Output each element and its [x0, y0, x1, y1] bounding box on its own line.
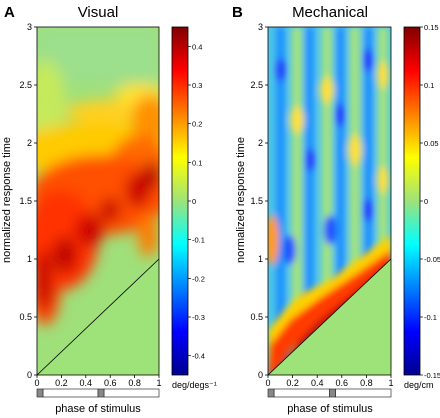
x-tick-label: 0.2	[286, 378, 299, 388]
x-tick-label: 0.8	[360, 378, 373, 388]
stimulus-segment-light	[335, 388, 392, 398]
heatmap-visual	[37, 27, 159, 375]
axes-a: 0 0.2 0.4 0.6 0.8 1 0 0.5 1 1.5 2 2.5 3	[19, 22, 161, 388]
x-tick-label: 0.4	[311, 378, 324, 388]
stimulus-bar-b	[267, 388, 392, 398]
y-tick-label: 1	[258, 254, 263, 264]
y-axis-label-a: normalized response time	[1, 137, 13, 263]
x-axis-label-a: phase of stimulus	[55, 403, 141, 415]
y-tick-label: 1	[27, 254, 32, 264]
x-tick-label: 1	[156, 378, 161, 388]
y-tick-label: 1.5	[250, 196, 263, 206]
axes-b: 0 0.2 0.4 0.6 0.8 1 0 0.5 1 1.5 2 2.5 3	[250, 22, 393, 388]
x-tick-label: 0	[265, 378, 270, 388]
y-tick-label: 0.5	[19, 312, 32, 322]
colorbar-tick-label: 0.4	[192, 42, 202, 51]
y-tick-label: 0	[27, 370, 32, 380]
heatmap-mechanical	[268, 27, 391, 375]
y-tick-label: 0.5	[250, 312, 263, 322]
panel-letter-a: A	[4, 4, 15, 21]
panel-title-mechanical: Mechanical	[292, 4, 368, 21]
colorbar-tick-label: 0.1	[192, 158, 202, 167]
colorbar-tick-label: 0	[192, 197, 196, 206]
stimulus-segment-dark	[329, 388, 337, 398]
colorbar-tick-label: -0.1	[424, 313, 437, 322]
colorbar-tick-label: -0.3	[192, 313, 205, 322]
colorbar-a	[171, 26, 189, 376]
colorbar-tick-label: 0.2	[192, 120, 202, 129]
colorbar-tick-label: 0.1	[424, 81, 434, 90]
x-tick-label: 0.6	[104, 378, 117, 388]
y-tick-label: 0	[258, 370, 263, 380]
y-tick-label: 2	[258, 138, 263, 148]
stimulus-segment-light	[103, 388, 160, 398]
colorbar-ticks-a: 0.4 0.3 0.2 0.1 0 -0.1 -0.2 -0.3 -0.4	[188, 42, 205, 361]
colorbar-tick-label: -0.4	[192, 352, 205, 361]
x-tick-label: 0.6	[336, 378, 349, 388]
colorbar-tick-label: 0.3	[192, 81, 202, 90]
y-tick-label: 3	[27, 22, 32, 32]
y-tick-label: 2.5	[19, 80, 32, 90]
colorbar-tick-label: -0.2	[192, 274, 205, 283]
colorbar-tick-label: -0.15	[424, 371, 440, 380]
colorbar-unit-a: deg/degs⁻¹	[172, 380, 217, 390]
y-tick-label: 3	[258, 22, 263, 32]
panel-title-visual: Visual	[78, 4, 119, 21]
colorbar-tick-label: 0.05	[424, 139, 439, 148]
stimulus-segment-light	[42, 388, 99, 398]
stimulus-segment-dark	[267, 388, 275, 398]
colorbar-ticks-b: 0.15 0.1 0.05 0 -0.05 -0.1 -0.15	[420, 23, 440, 380]
stimulus-segment-light	[273, 388, 330, 398]
stimulus-bar-a	[36, 388, 160, 398]
x-axis-label-b: phase of stimulus	[287, 403, 373, 415]
x-tick-label: 0.4	[80, 378, 93, 388]
panel-letter-b: B	[232, 4, 243, 21]
colorbar-tick-label: -0.05	[424, 255, 440, 264]
y-tick-label: 1.5	[19, 196, 32, 206]
x-tick-label: 1	[388, 378, 393, 388]
y-tick-label: 2.5	[250, 80, 263, 90]
stimulus-segment-dark	[97, 388, 105, 398]
colorbar-b	[403, 26, 421, 376]
colorbar-tick-label: -0.1	[192, 236, 205, 245]
colorbar-tick-label: 0	[424, 197, 428, 206]
x-tick-label: 0.2	[55, 378, 68, 388]
colorbar-unit-b: deg/cm	[404, 380, 434, 390]
x-tick-label: 0	[34, 378, 39, 388]
x-tick-label: 0.8	[128, 378, 141, 388]
y-axis-label-b: normalized response time	[235, 137, 247, 263]
y-tick-label: 2	[27, 138, 32, 148]
colorbar-tick-label: 0.15	[424, 23, 439, 32]
stimulus-segment-dark	[36, 388, 44, 398]
